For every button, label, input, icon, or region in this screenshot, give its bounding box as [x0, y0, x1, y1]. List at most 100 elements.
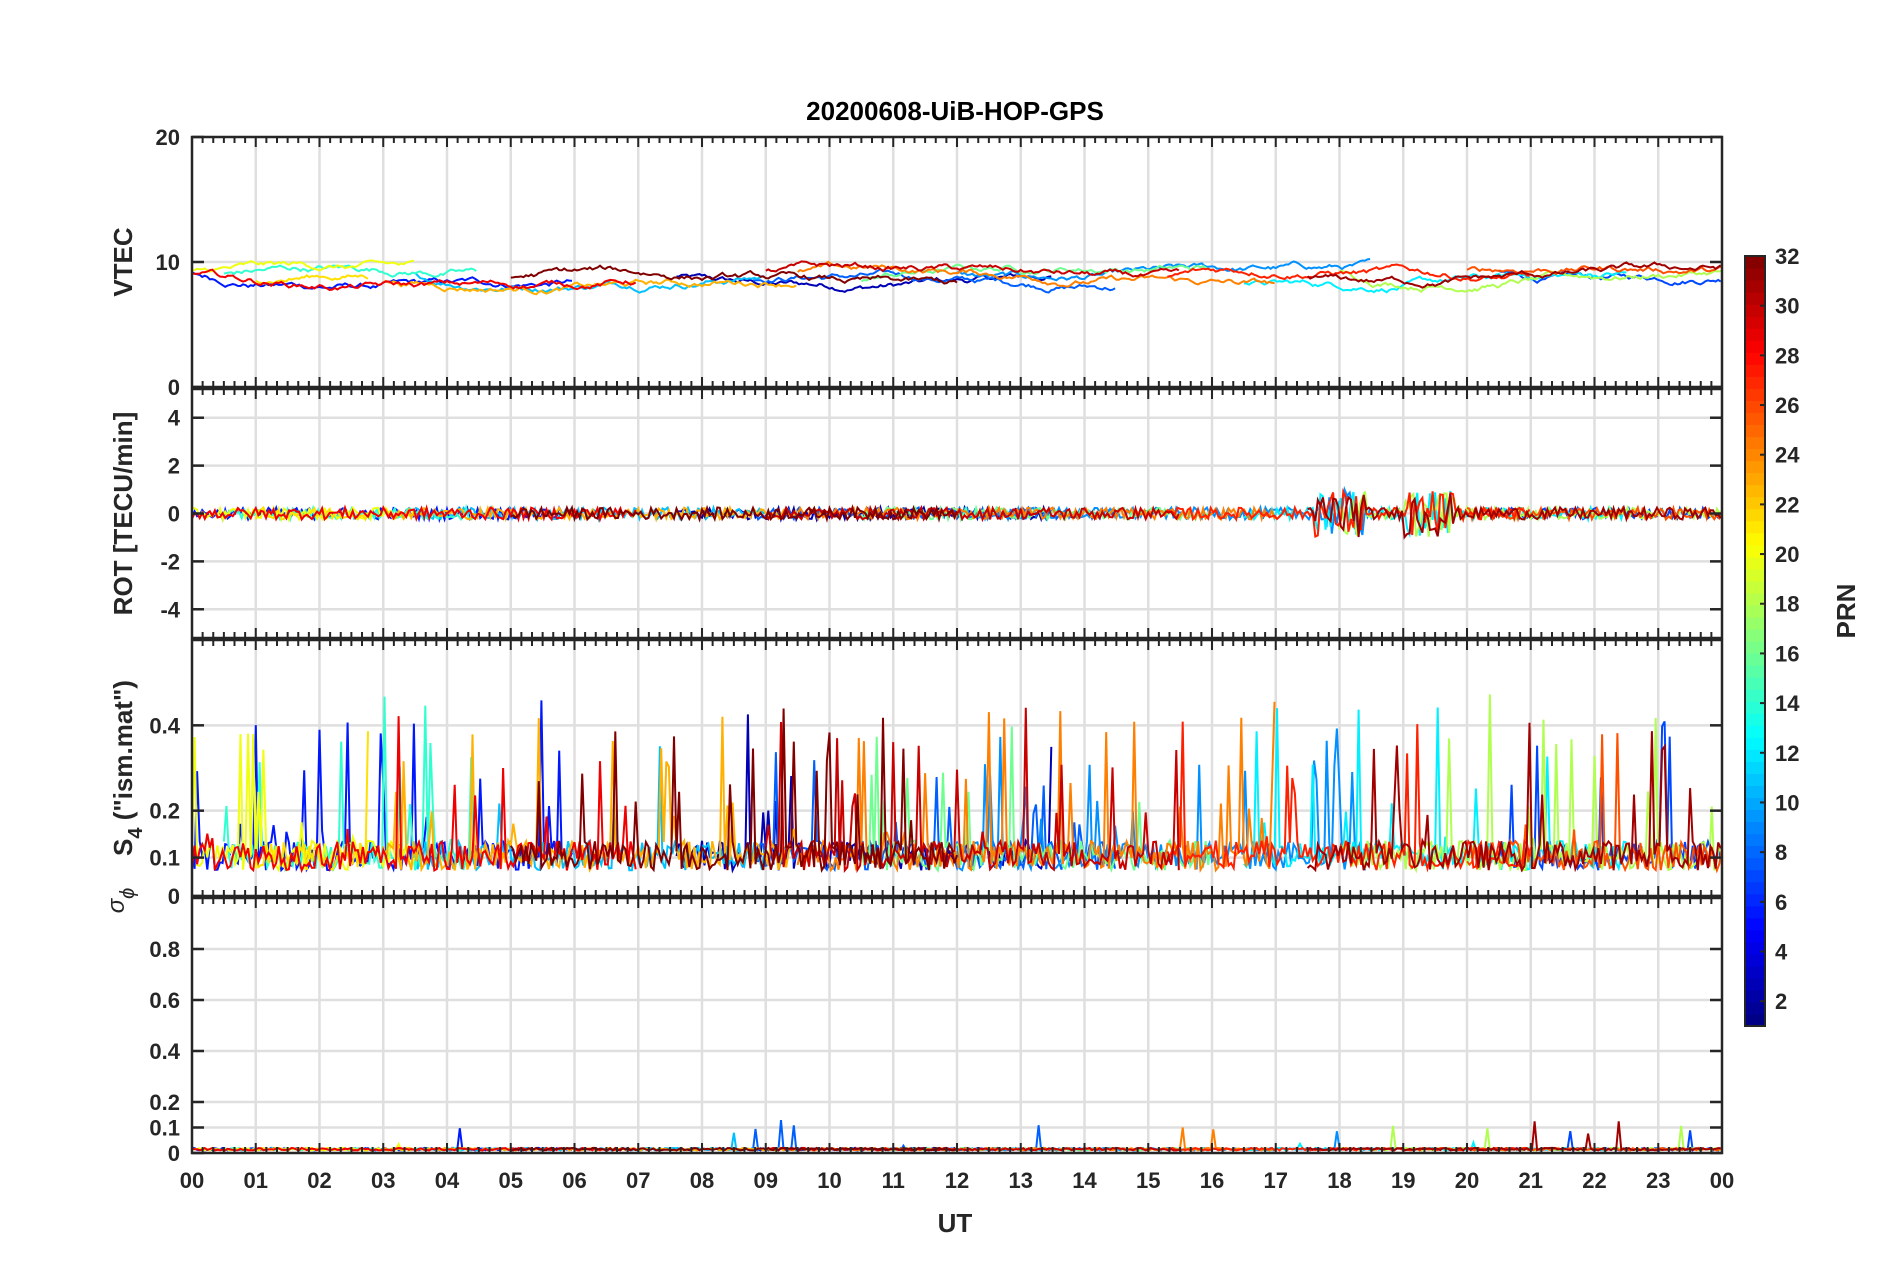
x-tick-label: 15	[1136, 1168, 1160, 1193]
colorbar-swatch	[1745, 268, 1765, 281]
colorbar-swatch	[1745, 821, 1765, 835]
x-tick-label: 11	[882, 1168, 905, 1193]
series-line-prn-4	[192, 700, 573, 873]
x-tick-label: 04	[435, 1168, 460, 1193]
y-tick-label: 10	[156, 250, 180, 275]
series-group	[192, 694, 1722, 874]
series-line-prn-31	[1307, 1121, 1721, 1152]
colorbar-swatch	[1745, 977, 1765, 991]
x-tick-label: 12	[945, 1168, 969, 1193]
x-tick-label: 18	[1327, 1168, 1351, 1193]
series-line-prn-8	[956, 258, 1371, 282]
series-line-prn-28	[1166, 487, 1531, 538]
series-line-prn-30	[764, 504, 1180, 523]
y-tick-label: 0.1	[149, 1116, 180, 1141]
colorbar-swatch	[1745, 653, 1765, 666]
colorbar-swatch	[1745, 785, 1765, 799]
chart-title: 20200608-UiB-HOP-GPS	[806, 96, 1104, 126]
series-line-prn-31	[1306, 722, 1722, 873]
colorbar-tick-label: 8	[1775, 840, 1787, 865]
colorbar-tick-label: 30	[1775, 294, 1799, 319]
colorbar-swatch	[1745, 917, 1765, 931]
y-tick-label: -4	[160, 597, 180, 622]
x-tick-label: 23	[1646, 1168, 1670, 1193]
colorbar-swatch	[1745, 616, 1765, 630]
colorbar-tick-label: 2	[1775, 989, 1787, 1014]
y-tick-label: 4	[168, 406, 181, 431]
x-tick-label: 02	[307, 1168, 331, 1193]
colorbar-swatch	[1745, 352, 1765, 365]
colorbar-tick-label: 26	[1775, 393, 1799, 418]
series-line-prn-22	[382, 278, 797, 296]
panel-sigma: 00.10.2 0.4 0.6 0.8 σϕ	[103, 888, 1724, 1166]
x-tick-label: 08	[690, 1168, 714, 1193]
colorbar-swatch	[1745, 328, 1765, 341]
colorbar-swatch	[1745, 725, 1765, 738]
colorbar-swatch	[1745, 749, 1765, 762]
colorbar-frame	[1744, 255, 1766, 1027]
colorbar-tick-label: 24	[1775, 443, 1800, 468]
x-tick-label: 03	[371, 1168, 395, 1193]
series-line-prn-32	[510, 504, 958, 524]
series-line-prn-32	[509, 708, 958, 873]
y-tick-label: 0	[168, 884, 180, 909]
y-axis-label-rot: ROT [TECU/min]	[108, 412, 138, 616]
colorbar-tick-label: 4	[1775, 939, 1788, 964]
x-tick-label: 09	[754, 1168, 778, 1193]
colorbar-swatch	[1745, 604, 1765, 618]
series-group	[192, 485, 1722, 540]
colorbar-swatch	[1745, 256, 1765, 269]
series-line-prn-20	[192, 504, 415, 524]
colorbar-swatch	[1745, 641, 1765, 654]
series-line-prn-21	[255, 274, 369, 285]
series-line-prn-20	[192, 259, 415, 273]
colorbar-swatch	[1745, 869, 1765, 883]
colorbar-swatch	[1745, 592, 1765, 606]
x-tick-label: 06	[562, 1168, 586, 1193]
colorbar-swatch	[1745, 881, 1765, 895]
colorbar-swatch	[1745, 713, 1765, 726]
colorbar-swatch	[1745, 292, 1765, 305]
series-line-prn-30	[764, 707, 1180, 874]
series-line-prn-12	[1243, 271, 1627, 294]
colorbar-swatch	[1745, 845, 1765, 859]
colorbar-tick-label: 6	[1775, 890, 1787, 915]
x-tick-label: 20	[1455, 1168, 1479, 1193]
series-line-prn-29	[192, 268, 637, 292]
colorbar-swatch	[1745, 436, 1765, 450]
colorbar-tick-label: 32	[1775, 244, 1799, 269]
series-line-prn-30	[765, 260, 1180, 278]
colorbar-swatch	[1745, 677, 1765, 690]
colorbar-swatch	[1745, 400, 1765, 414]
colorbar-swatch	[1745, 833, 1765, 847]
colorbar-swatch	[1745, 520, 1765, 534]
colorbar-swatch	[1745, 701, 1765, 714]
colorbar-swatch	[1745, 797, 1765, 811]
y-tick-label: 0.8	[149, 937, 180, 962]
y-tick-label: 0.4	[149, 1039, 180, 1064]
colorbar-swatch	[1745, 460, 1765, 474]
x-tick-label: 19	[1391, 1168, 1415, 1193]
colorbar-tick-label: 20	[1775, 542, 1799, 567]
colorbar-swatch	[1745, 448, 1765, 462]
y-tick-label: -2	[160, 549, 180, 574]
colorbar-swatch	[1745, 316, 1765, 329]
series-line-prn-31	[1306, 261, 1722, 289]
y-tick-label: 0	[168, 375, 180, 400]
y-tick-label: 0.1	[149, 846, 180, 871]
y-tick-label: 0.2	[149, 799, 180, 824]
x-tick-label: 10	[817, 1168, 841, 1193]
colorbar-swatch	[1745, 556, 1765, 570]
series-line-prn-26	[1466, 265, 1722, 276]
series-line-prn-28	[1167, 263, 1530, 282]
y-tick-label: 0	[168, 1141, 180, 1166]
colorbar-swatch	[1745, 364, 1765, 377]
y-tick-label: 20	[156, 125, 180, 150]
colorbar-swatch	[1745, 1013, 1765, 1027]
series-line-prn-5	[1497, 720, 1722, 872]
colorbar-swatch	[1745, 905, 1765, 919]
series-line-prn-10	[414, 746, 766, 872]
